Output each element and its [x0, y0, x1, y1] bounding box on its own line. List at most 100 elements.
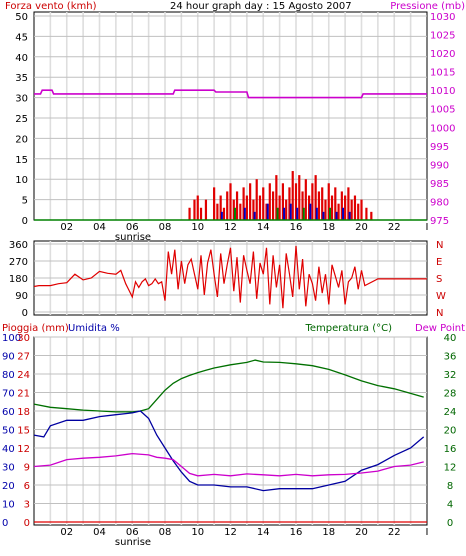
wind-left-axis: 0 5 10 15 20 25 30 35 40 45 50	[15, 12, 28, 227]
temperature-tick-label: 40	[444, 333, 457, 344]
humidity-tick-label: 90	[2, 352, 15, 363]
temperature-tick-label: 24	[444, 407, 457, 418]
temperature-tick-label: 12	[444, 463, 457, 474]
rain-tick-label: 0	[24, 518, 30, 529]
compass-label: S	[436, 274, 442, 285]
direction-tick-label: 360	[9, 240, 28, 251]
x-tick-label: 02	[60, 527, 73, 538]
x-tick-label: 18	[322, 222, 335, 233]
rain-tick-label: 3	[24, 500, 30, 511]
humidity-tick-label: 70	[2, 389, 15, 400]
rain-tick-label: 24	[17, 370, 30, 381]
wind-tick-label: 5	[22, 196, 28, 207]
humidity-tick-label: 40	[2, 444, 15, 455]
wind-tick-label: 50	[15, 12, 28, 23]
x-tick-label: 10	[191, 222, 204, 233]
sunrise-label-2: sunrise	[115, 537, 151, 548]
compass-label: W	[436, 291, 446, 302]
humidity-tick-label: 80	[2, 370, 15, 381]
x-tick-label: 02	[60, 222, 73, 233]
wind-x-axis: 02 04 06 08 10 12 14 16 18 20 22 I	[60, 222, 428, 233]
rain-label: Pioggia (mm)	[2, 323, 69, 334]
wind-speed-label: Forza vento (kmh)	[5, 1, 97, 12]
x-tick-label: 06	[126, 222, 139, 233]
pressure-tick-label: 1025	[430, 31, 455, 42]
x-tick-label: 06	[126, 527, 139, 538]
rain-tick-label: 21	[17, 389, 30, 400]
direction-left-axis: 0 90 180 270 360	[9, 240, 28, 319]
humidity-tick-label: 20	[2, 481, 15, 492]
temperature-right-axis: 0 4 8 12 16 20 24 28 32 36 40	[444, 333, 457, 529]
x-tick-label: I	[426, 527, 429, 538]
temperature-tick-label: 36	[444, 352, 457, 363]
humidity-tick-label: 50	[2, 426, 15, 437]
temperature-tick-label: 8	[447, 481, 453, 492]
wind-tick-label: 30	[15, 94, 28, 105]
temperature-label: Temperatura (°C)	[304, 323, 392, 334]
compass-label: N	[436, 240, 443, 251]
dewpoint-label: Dew Point	[415, 323, 465, 334]
temperature-tick-label: 20	[444, 426, 457, 437]
pressure-label: Pressione (mb)	[390, 1, 465, 12]
compass-label: N	[436, 308, 443, 319]
wind-tick-label: 10	[15, 175, 28, 186]
x-tick-label: 16	[290, 222, 303, 233]
temperature-tick-label: 16	[444, 444, 457, 455]
humidity-tick-label: 60	[2, 407, 15, 418]
sunrise-label-1: sunrise	[115, 232, 151, 243]
pressure-tick-label: 980	[430, 197, 449, 208]
x-tick-label: 08	[159, 222, 172, 233]
wind-tick-label: 15	[15, 155, 28, 166]
humidity-tick-label: 30	[2, 463, 15, 474]
rain-tick-label: 6	[24, 481, 30, 492]
pressure-tick-label: 1015	[430, 68, 455, 79]
wind-tick-label: 25	[15, 114, 28, 125]
temperature-line	[33, 359, 424, 413]
humidity-line	[33, 410, 425, 492]
pressure-tick-label: 1030	[430, 12, 455, 23]
chart-title: 24 hour graph day : 15 Agosto 2007	[170, 1, 352, 12]
temperature-tick-label: 4	[447, 500, 453, 511]
direction-line	[33, 245, 427, 309]
x-tick-label: 10	[191, 527, 204, 538]
x-tick-label: 18	[322, 527, 335, 538]
pressure-tick-label: 1020	[430, 49, 455, 60]
temperature-tick-label: 28	[444, 389, 457, 400]
compass-label: E	[436, 257, 442, 268]
humidity-tick-label: 100	[2, 333, 21, 344]
x-tick-label: 04	[93, 222, 106, 233]
x-tick-label: 04	[93, 527, 106, 538]
direction-tick-label: 180	[9, 274, 28, 285]
x-tick-label: 22	[388, 222, 401, 233]
rain-tick-label: 12	[17, 444, 30, 455]
pressure-tick-label: 975	[430, 216, 449, 227]
pressure-right-axis: 975 980 985 990 995 1000 1005 1010 1015 1020 1025 1…	[430, 12, 455, 227]
x-tick-label: 12	[224, 527, 237, 538]
pressure-tick-label: 995	[430, 142, 449, 153]
wind-tick-label: 35	[15, 73, 28, 84]
pressure-tick-label: 985	[430, 179, 449, 190]
x-tick-label: 22	[388, 527, 401, 538]
temperature-tick-label: 0	[447, 518, 453, 529]
x-tick-label: 08	[159, 527, 172, 538]
rain-tick-label: 30	[17, 333, 30, 344]
x-tick-label: 14	[257, 222, 270, 233]
direction-tick-label: 270	[9, 257, 28, 268]
wind-tick-label: 40	[15, 53, 28, 64]
temp-series-lines	[33, 359, 427, 523]
dewpoint-line	[33, 452, 424, 477]
direction-tick-label: 0	[22, 308, 28, 319]
pressure-tick-label: 990	[430, 160, 449, 171]
wind-tick-label: 45	[15, 32, 28, 43]
x-tick-label: 14	[257, 527, 270, 538]
wind-bars	[188, 171, 373, 220]
rain-tick-label: 18	[17, 407, 30, 418]
pressure-tick-label: 1010	[430, 86, 455, 97]
pressure-line	[34, 89, 427, 99]
rain-tick-label: 9	[24, 463, 30, 474]
direction-tick-label: 90	[15, 291, 28, 302]
